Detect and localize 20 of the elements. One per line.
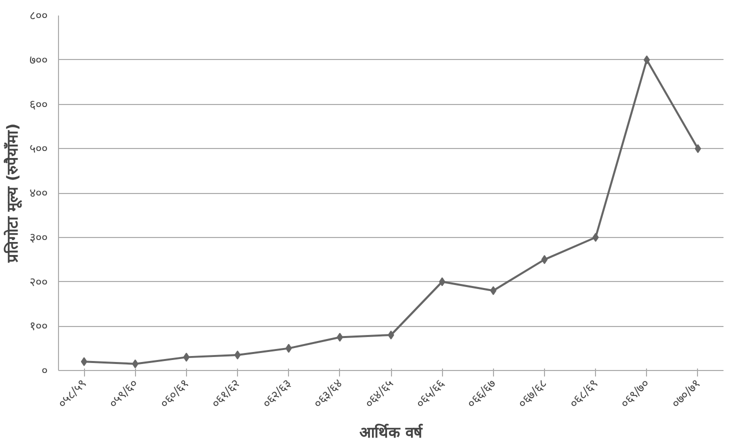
point (183, 352, 190, 362)
point (694, 144, 702, 154)
y-tick-label: ८०० (30, 8, 48, 22)
y-tick-label: ७०० (30, 52, 48, 67)
x-axis-title: आर्थिक वर्ष (359, 423, 424, 442)
point (388, 330, 394, 340)
point (234, 350, 241, 360)
y-tick-label: ३०० (30, 230, 48, 244)
y-axis-title: प्रतिगोटा मूल्य (रुपैयाँमा) (4, 123, 22, 264)
y-tick-label: ० (42, 364, 48, 378)
y-tick-label: २०० (30, 274, 48, 289)
point (438, 277, 446, 286)
y-tick-label: १०० (30, 319, 48, 334)
y-tick-label: ६०० (30, 97, 48, 112)
point (336, 332, 344, 342)
y-tick-label: ४०० (30, 186, 48, 200)
point (80, 357, 88, 366)
point (592, 232, 599, 242)
y-tick-label: ५०० (30, 142, 48, 156)
point (541, 255, 548, 264)
